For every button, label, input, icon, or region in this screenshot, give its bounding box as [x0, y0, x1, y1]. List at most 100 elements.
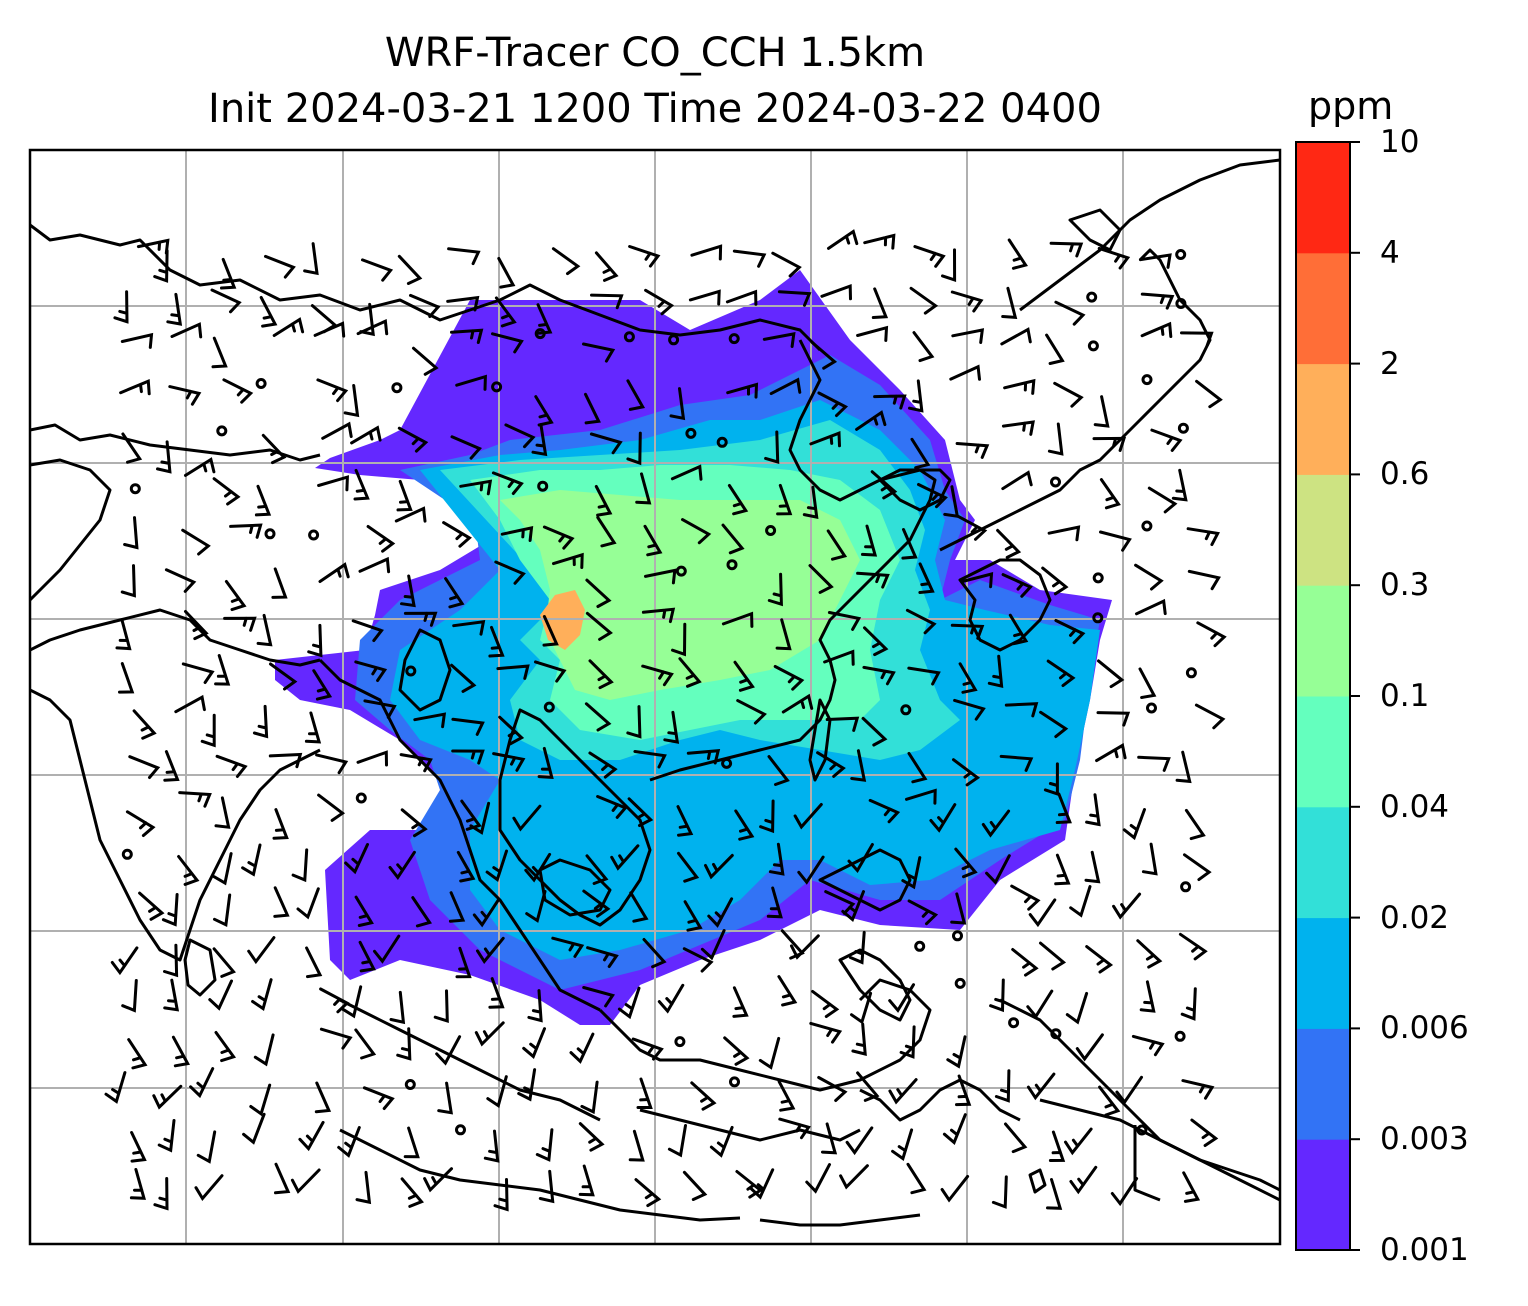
wind-barb: [403, 1126, 420, 1159]
wind-barb: [941, 248, 957, 282]
wind-barb: [676, 805, 694, 837]
wind-barb: [644, 288, 675, 316]
wind-barb: [504, 423, 536, 449]
calm-wind-marker: [534, 328, 546, 340]
wind-barb: [951, 328, 985, 344]
wind-barb: [771, 251, 802, 278]
wind-barb: [1187, 569, 1221, 591]
wind-barb: [1137, 755, 1171, 772]
wind-barb: [953, 698, 986, 721]
wind-barb: [321, 421, 353, 440]
wind-barb: [163, 978, 180, 1012]
wind-barb: [956, 514, 988, 541]
wind-barb: [1147, 486, 1178, 514]
wind-barb: [536, 303, 553, 335]
wind-barb: [1001, 420, 1035, 436]
wind-barb: [492, 752, 526, 772]
wind-barb: [350, 425, 382, 445]
wind-barb: [166, 292, 183, 326]
wind-barb: [498, 715, 525, 746]
wind-barb: [626, 431, 642, 466]
wind-barb: [767, 572, 783, 607]
wind-barb: [870, 470, 898, 500]
wind-barb: [362, 1086, 395, 1110]
wind-barb: [1039, 941, 1067, 971]
calm-wind-marker: [543, 701, 555, 713]
wind-barb: [156, 440, 172, 474]
wind-barb: [157, 1119, 176, 1153]
wind-barb: [1008, 613, 1029, 646]
wind-barb: [725, 289, 758, 306]
wind-barb: [452, 620, 486, 636]
wind-barb: [247, 936, 276, 965]
wind-barb: [1140, 321, 1173, 338]
wind-barb: [989, 978, 1005, 1013]
map-title-line-2: Init 2024-03-21 1200 Time 2024-03-22 040…: [208, 86, 1102, 132]
wind-barb: [171, 1035, 191, 1068]
wind-barb: [512, 804, 542, 832]
wind-barb: [797, 855, 825, 885]
wind-barb: [663, 710, 680, 744]
wind-barb: [588, 751, 618, 779]
wind-barb: [1196, 621, 1227, 648]
wind-barb: [826, 529, 848, 561]
wind-barb: [130, 1131, 147, 1163]
wind-barb: [688, 289, 721, 306]
wind-barb: [354, 660, 388, 682]
wind-barb: [361, 258, 394, 282]
wind-barb: [170, 322, 203, 339]
calm-wind-marker: [1008, 1017, 1020, 1029]
wind-barb: [732, 249, 767, 268]
wind-barb: [214, 1031, 237, 1063]
wind-barb: [1092, 436, 1127, 452]
wind-barb: [585, 611, 613, 641]
wind-barb: [1001, 470, 1033, 491]
wind-barb: [451, 717, 485, 736]
wind-barb: [214, 796, 231, 829]
wind-barb: [213, 893, 232, 927]
wind-barb: [210, 288, 242, 314]
colorbar-tick-label: 0.006: [1380, 1010, 1469, 1047]
wind-barb: [949, 364, 981, 381]
wind-barb: [119, 379, 151, 396]
tracer-plume: [275, 270, 1112, 1025]
wind-barb: [136, 238, 170, 255]
calm-wind-marker: [1087, 340, 1099, 352]
calm-wind-marker: [1177, 422, 1189, 434]
wind-barb: [950, 623, 985, 640]
wind-barb: [359, 302, 375, 337]
wind-barb: [721, 611, 754, 628]
wind-barb: [307, 623, 323, 658]
wind-barb: [353, 468, 370, 501]
wind-barb: [681, 518, 712, 545]
wind-barb: [397, 254, 423, 285]
wind-barb: [373, 934, 401, 964]
wind-barb: [1186, 527, 1220, 547]
wind-barb: [403, 611, 438, 627]
calm-wind-marker: [1092, 572, 1104, 584]
wind-barb: [1195, 379, 1223, 409]
wind-barb: [303, 242, 319, 276]
colorbar-segment: [1296, 696, 1350, 808]
wind-barb: [242, 1112, 266, 1145]
calm-wind-marker: [623, 331, 635, 343]
wind-barb: [766, 886, 783, 919]
wind-barb: [211, 336, 228, 369]
wind-barb: [585, 578, 612, 608]
wind-barb: [252, 704, 269, 739]
wind-barb: [215, 754, 248, 778]
wind-barb: [775, 618, 792, 651]
wind-barb: [446, 295, 480, 312]
wind-barb: [996, 528, 1022, 559]
wind-barb: [1075, 1033, 1104, 1062]
wind-barb: [184, 457, 216, 477]
wind-barb: [389, 990, 406, 1025]
wind-barb: [678, 657, 702, 688]
wind-barb: [189, 1067, 215, 1099]
wind-barb: [272, 808, 289, 840]
colorbar-segment: [1296, 917, 1350, 1029]
wind-barb: [153, 1177, 169, 1211]
calm-wind-marker: [308, 529, 320, 541]
calm-wind-marker: [952, 930, 963, 942]
wind-barb: [1039, 710, 1069, 739]
